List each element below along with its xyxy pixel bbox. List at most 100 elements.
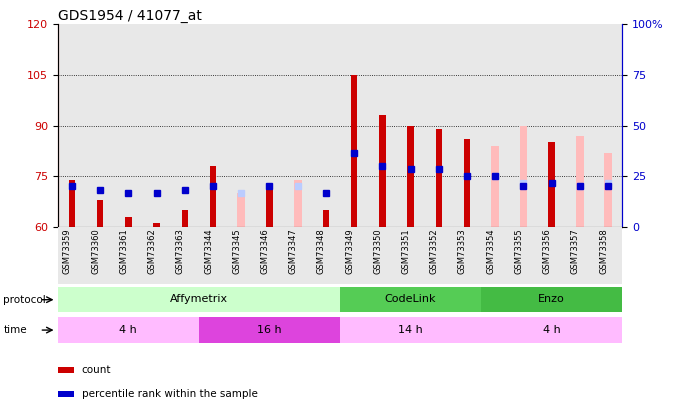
Text: GSM73345: GSM73345: [233, 228, 241, 273]
Bar: [594, 24, 622, 227]
Text: GSM73357: GSM73357: [571, 228, 580, 274]
Bar: [566, 24, 594, 227]
Text: 4 h: 4 h: [543, 324, 560, 335]
Bar: [340, 318, 481, 343]
Bar: [520, 126, 527, 227]
Text: percentile rank within the sample: percentile rank within the sample: [82, 389, 257, 399]
Text: GSM73363: GSM73363: [176, 228, 185, 274]
Text: 14 h: 14 h: [398, 324, 423, 335]
Text: GSM73362: GSM73362: [148, 228, 156, 274]
Bar: [267, 186, 273, 227]
Text: GSM73348: GSM73348: [317, 228, 326, 274]
Bar: [154, 224, 160, 227]
Bar: [549, 143, 555, 227]
Text: GDS1954 / 41077_at: GDS1954 / 41077_at: [58, 9, 202, 23]
Text: Enzo: Enzo: [539, 294, 565, 304]
Text: count: count: [82, 365, 111, 375]
Bar: [125, 217, 131, 227]
Bar: [237, 193, 245, 227]
Bar: [143, 24, 171, 227]
Text: GSM73350: GSM73350: [373, 228, 382, 273]
Bar: [566, 227, 594, 284]
Bar: [340, 287, 481, 313]
Bar: [576, 136, 583, 227]
Bar: [58, 367, 73, 373]
Text: 16 h: 16 h: [257, 324, 282, 335]
Bar: [425, 24, 453, 227]
Bar: [284, 227, 312, 284]
Bar: [481, 287, 622, 313]
Bar: [58, 318, 199, 343]
Bar: [323, 210, 329, 227]
Bar: [256, 227, 284, 284]
Text: GSM73359: GSM73359: [63, 228, 72, 273]
Bar: [210, 166, 216, 227]
Text: GSM73353: GSM73353: [458, 228, 467, 274]
Bar: [481, 318, 622, 343]
Bar: [312, 227, 340, 284]
Bar: [114, 24, 143, 227]
Bar: [453, 24, 481, 227]
Text: GSM73351: GSM73351: [402, 228, 411, 273]
Bar: [294, 179, 301, 227]
Bar: [86, 227, 114, 284]
Bar: [143, 227, 171, 284]
Bar: [605, 153, 612, 227]
Text: GSM73356: GSM73356: [543, 228, 551, 274]
Text: Affymetrix: Affymetrix: [170, 294, 228, 304]
Bar: [407, 126, 413, 227]
Bar: [594, 227, 622, 284]
Text: GSM73346: GSM73346: [260, 228, 269, 274]
Bar: [369, 227, 396, 284]
Text: protocol: protocol: [3, 295, 46, 305]
Bar: [538, 24, 566, 227]
Bar: [199, 227, 227, 284]
Bar: [312, 24, 340, 227]
Bar: [227, 227, 256, 284]
Text: GSM73347: GSM73347: [289, 228, 298, 274]
Bar: [509, 24, 538, 227]
Bar: [69, 179, 75, 227]
Text: GSM73344: GSM73344: [204, 228, 213, 273]
Bar: [492, 146, 499, 227]
Bar: [171, 24, 199, 227]
Bar: [58, 287, 340, 313]
Text: GSM73352: GSM73352: [430, 228, 439, 273]
Text: CodeLink: CodeLink: [385, 294, 437, 304]
Text: GSM73361: GSM73361: [120, 228, 129, 274]
Bar: [379, 115, 386, 227]
Bar: [340, 24, 369, 227]
Bar: [453, 227, 481, 284]
Bar: [340, 227, 369, 284]
Bar: [464, 139, 470, 227]
Text: GSM73360: GSM73360: [91, 228, 100, 274]
Bar: [171, 227, 199, 284]
Bar: [396, 24, 425, 227]
Bar: [396, 227, 425, 284]
Bar: [481, 227, 509, 284]
Bar: [436, 129, 442, 227]
Bar: [425, 227, 453, 284]
Text: 4 h: 4 h: [120, 324, 137, 335]
Text: GSM73354: GSM73354: [486, 228, 495, 273]
Bar: [58, 24, 86, 227]
Bar: [509, 227, 538, 284]
Bar: [351, 75, 357, 227]
Bar: [182, 210, 188, 227]
Bar: [227, 24, 256, 227]
Bar: [114, 227, 143, 284]
Bar: [284, 24, 312, 227]
Text: GSM73349: GSM73349: [345, 228, 354, 273]
Text: GSM73358: GSM73358: [599, 228, 608, 274]
Bar: [538, 227, 566, 284]
Text: GSM73355: GSM73355: [515, 228, 524, 273]
Bar: [481, 24, 509, 227]
Bar: [97, 200, 103, 227]
Text: time: time: [3, 325, 27, 335]
Bar: [58, 391, 73, 397]
Bar: [256, 24, 284, 227]
Bar: [199, 318, 340, 343]
Bar: [199, 24, 227, 227]
Bar: [86, 24, 114, 227]
Bar: [58, 227, 86, 284]
